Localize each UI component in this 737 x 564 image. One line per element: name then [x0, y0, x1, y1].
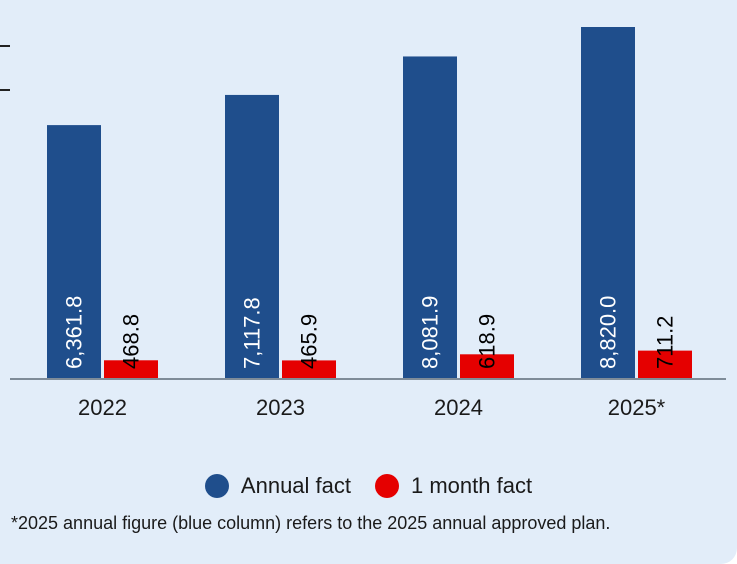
- x-tick-label-2025: 2025*: [608, 395, 666, 420]
- bar-month-2022: [104, 360, 158, 379]
- legend-label-month: 1 month fact: [411, 473, 533, 498]
- data-label-annual-2023: 7,117.8: [240, 297, 265, 369]
- data-label-month-2023: 465.9: [297, 314, 322, 369]
- legend-swatch-month: [375, 474, 399, 498]
- legend-item-month: 1 month fact: [375, 473, 532, 499]
- data-label-annual-2025: 8,820.0: [596, 296, 621, 369]
- data-label-month-2025: 711.2: [653, 316, 678, 369]
- footnote: *2025 annual figure (blue column) refers…: [11, 513, 611, 533]
- x-tick-labels: 2022 2023 2024 2025*: [78, 395, 666, 420]
- bar-chart: 6,361.8 468.8 7,117.8 465.9 8,081.9 618.9 8,82…: [0, 27, 726, 420]
- x-tick-label-2022: 2022: [78, 395, 127, 420]
- bar-month-2025: [638, 350, 692, 379]
- legend: Annual fact 1 month fact: [0, 470, 737, 502]
- x-tick-label-2024: 2024: [434, 395, 483, 420]
- legend-item-annual: Annual fact: [204, 473, 351, 499]
- x-tick-label-2023: 2023: [256, 395, 305, 420]
- data-label-annual-2024: 8,081.9: [418, 296, 443, 369]
- data-label-month-2022: 468.8: [119, 314, 144, 369]
- legend-swatch-annual: [204, 474, 229, 498]
- legend-label-annual: Annual fact: [240, 473, 351, 498]
- bar-annual-2024: [403, 56, 457, 379]
- bar-month-2024: [460, 354, 514, 379]
- data-label-annual-2022: 6,361.8: [62, 296, 87, 369]
- data-label-month-2024: 618.9: [475, 314, 500, 369]
- bar-month-2023: [282, 360, 336, 379]
- bar-annual-2022: [47, 125, 101, 379]
- bar-annual-2025: [581, 27, 635, 379]
- bar-annual-2023: [225, 94, 279, 380]
- bars-group: 6,361.8 468.8 7,117.8 465.9 8,081.9 618.9 8,82…: [47, 27, 692, 380]
